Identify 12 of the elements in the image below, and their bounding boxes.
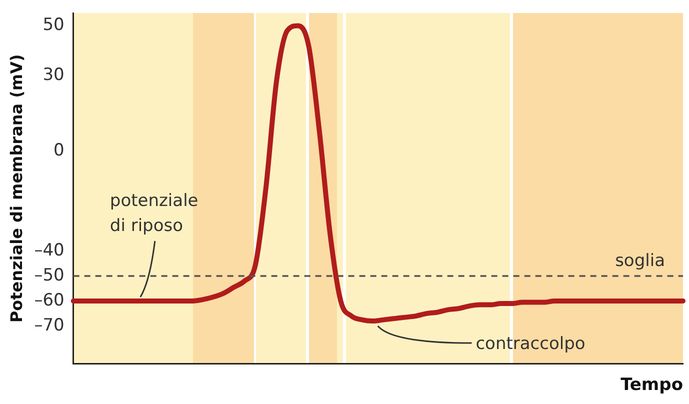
y-tick-label: 0 [54,140,64,160]
x-axis-title: Tempo [620,375,683,396]
y-tick-label: –60 [34,290,64,310]
y-tick-label: –50 [34,265,64,286]
annotation: potenziale di riposo [110,191,198,236]
y-tick-label: 50 [42,15,64,36]
annotation: contraccolpo [476,334,586,354]
y-axis-title: Potenziale di membrana (mV) [6,54,26,323]
y-tick-label: –40 [34,240,64,260]
ref-line-label: soglia [615,250,665,271]
y-tick-label: –70 [34,315,64,336]
y-tick-label: 30 [42,65,64,86]
